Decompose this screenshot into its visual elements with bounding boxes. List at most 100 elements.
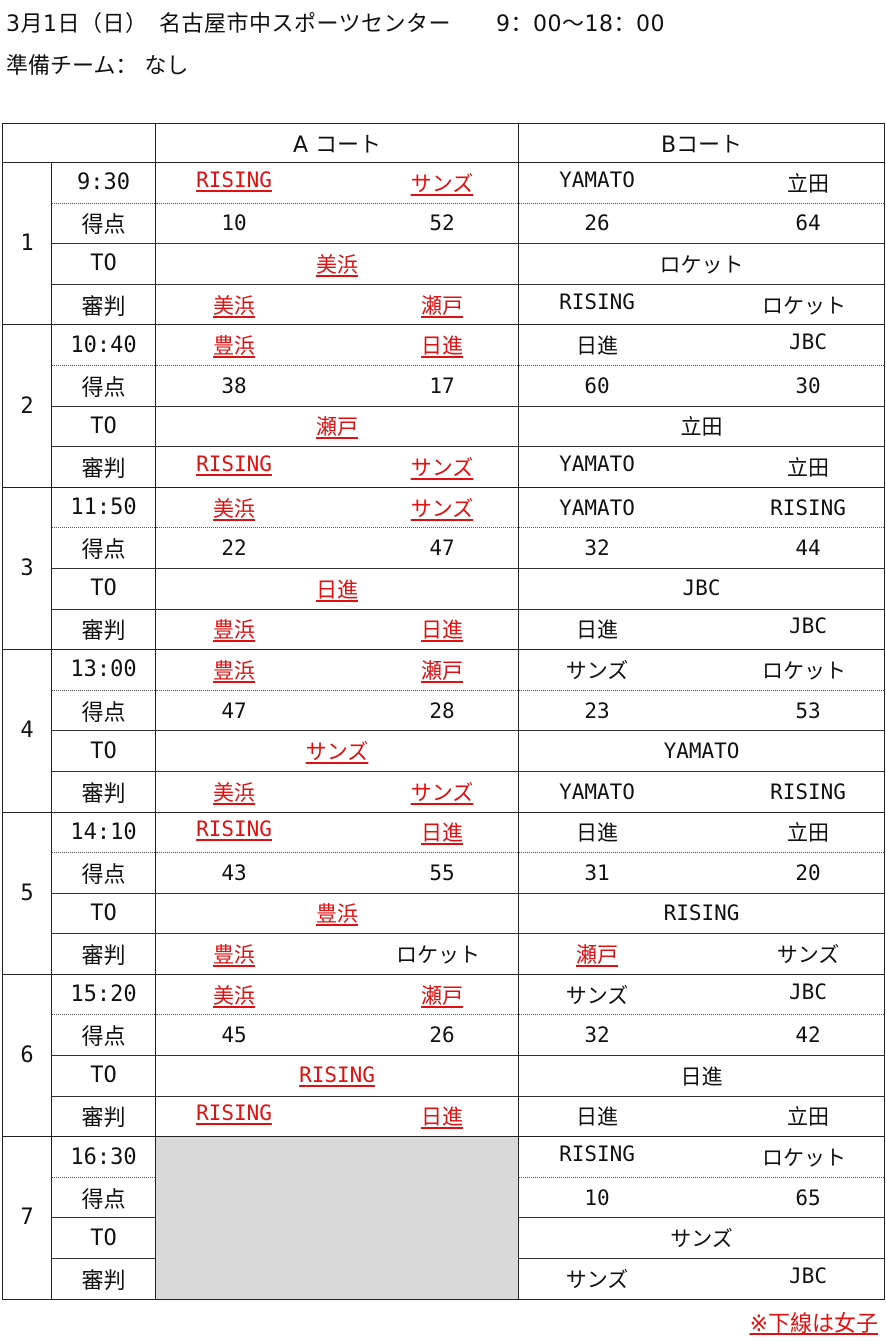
game-time: 11:50 (51, 486, 156, 529)
score-value: 23 (584, 698, 610, 723)
row-label: 審判 (51, 933, 156, 975)
game-number: 5 (2, 811, 52, 975)
court-b-scores: 31 20 (518, 852, 885, 894)
court-a-teams: RISING 日進 (155, 811, 519, 854)
score-value: 28 (429, 698, 455, 723)
team-name: 立田 (787, 455, 829, 480)
score-value: 10 (221, 211, 247, 236)
game-1-row-1: 得点 10 52 26 64 (3, 203, 885, 245)
game-2-row-1: 得点 38 17 60 30 (3, 365, 885, 407)
game-6-row-0: 6 15:20 美浜 瀬戸 サンズ JBC (2, 973, 885, 1138)
court-a-referees-pair: RISING 日進 (156, 1101, 518, 1131)
game-2-row-2: TO 瀬戸 立田 (3, 406, 885, 448)
court-a-teams-pair: RISING サンズ (156, 168, 518, 198)
court-a-scores: 10 52 (155, 203, 519, 245)
game-4-row-0: 4 13:00 豊浜 瀬戸 サンズ ロケット (2, 649, 885, 813)
court-b-scores-pair: 60 30 (519, 374, 884, 398)
court-b-teams: YAMATO RISING (518, 486, 885, 529)
court-b-referees-pair: RISING ロケット (519, 290, 884, 320)
team-name: 立田 (787, 171, 829, 196)
court-b-to: サンズ (518, 1217, 885, 1260)
court-a-scores-pair: 45 26 (156, 1023, 518, 1047)
row-label: 審判 (51, 1096, 156, 1138)
team-name: 豊浜 (213, 618, 255, 643)
score-value: 47 (429, 536, 455, 561)
court-b-scores-pair: 23 53 (519, 699, 884, 723)
team-name: YAMATO (559, 779, 635, 804)
court-b-referees-pair: 瀬戸 サンズ (519, 939, 884, 969)
game-6-row-3: 審判 RISING 日進 日進 立田 (3, 1096, 885, 1138)
team-name: YAMATO (559, 495, 635, 520)
team-name: RISING (770, 779, 846, 804)
game-time: 13:00 (51, 649, 156, 691)
court-b-scores-pair: 32 42 (519, 1023, 884, 1047)
game-7-row-0: 7 16:30 RISING ロケット (2, 1136, 885, 1300)
row-label: 審判 (51, 446, 156, 488)
court-b-referees-pair: YAMATO 立田 (519, 452, 884, 482)
team-name: 豊浜 (213, 658, 255, 683)
court-b-referees-pair: 日進 立田 (519, 1101, 884, 1131)
team-name: 瀬戸 (576, 943, 618, 968)
team-name: サンズ (305, 740, 369, 765)
team-name: 立田 (680, 415, 723, 440)
team-name: RISING (196, 167, 272, 192)
team-name: 日進 (421, 618, 463, 643)
score-value: 64 (795, 211, 821, 236)
court-b-scores: 26 64 (518, 203, 885, 245)
court-a-to: サンズ (155, 730, 519, 772)
court-a-scores: 45 26 (155, 1014, 519, 1057)
game-number: 6 (2, 973, 52, 1138)
game-number: 7 (2, 1136, 52, 1300)
court-a-referees-pair: 豊浜 ロケット (156, 939, 518, 969)
game-7-row-3: 審判 サンズ JBC (3, 1258, 885, 1300)
schedule-table: A コート Bコート 1 9:30 RISING サンズ YAMATO 立田 得点 10 52 2… (2, 123, 885, 1300)
court-b-teams-pair: YAMATO RISING (519, 496, 884, 520)
game-3-row-1: 得点 22 47 32 44 (3, 527, 885, 569)
team-name: RISING (196, 1101, 272, 1126)
court-b-referees: サンズ JBC (518, 1258, 885, 1300)
game-time: 9:30 (51, 162, 156, 204)
team-name: サンズ (410, 496, 474, 521)
court-a-to: 日進 (155, 568, 519, 610)
court-a-referees: RISING 日進 (155, 1096, 519, 1138)
team-name: サンズ (410, 171, 474, 196)
team-name: 豊浜 (316, 902, 358, 927)
team-name: 豊浜 (213, 943, 255, 968)
game-time: 15:20 (51, 973, 156, 1016)
team-name: 瀬戸 (421, 293, 463, 318)
court-a-scores-pair: 47 28 (156, 699, 518, 723)
court-b-referees: 瀬戸 サンズ (518, 933, 885, 975)
court-b-to: YAMATO (518, 730, 885, 772)
team-name: RISING (559, 289, 635, 314)
team-name: JBC (682, 576, 721, 601)
score-value: 32 (584, 536, 610, 561)
court-a-teams: 美浜 瀬戸 (155, 973, 519, 1016)
court-a-empty (155, 1136, 519, 1300)
game-4-row-2: TO サンズ YAMATO (3, 730, 885, 772)
court-a-teams-pair: RISING 日進 (156, 817, 518, 847)
court-b-teams-pair: サンズ JBC (519, 980, 884, 1010)
team-name: 瀬戸 (421, 983, 463, 1008)
court-a-referees-pair: 美浜 瀬戸 (156, 290, 518, 320)
team-name: 美浜 (213, 983, 255, 1008)
team-name: JBC (789, 614, 827, 639)
team-name: サンズ (670, 1227, 733, 1252)
court-b-teams: 日進 立田 (518, 811, 885, 854)
team-name: YAMATO (663, 738, 740, 763)
game-6-row-2: TO RISING 日進 (3, 1055, 885, 1097)
team-name: サンズ (410, 455, 474, 480)
score-value: 43 (221, 860, 247, 885)
court-b-referees: 日進 立田 (518, 1096, 885, 1138)
team-name: JBC (789, 979, 827, 1004)
court-a-referees: 豊浜 日進 (155, 609, 519, 651)
team-name: ロケット (762, 1146, 846, 1171)
game-5-row-0: 5 14:10 RISING 日進 日進 立田 (2, 811, 885, 975)
court-a-scores: 47 28 (155, 690, 519, 732)
court-a-referees: 美浜 サンズ (155, 771, 519, 813)
court-b-to: 立田 (518, 406, 885, 448)
team-name: JBC (789, 1263, 827, 1288)
court-a-teams: 豊浜 日進 (155, 324, 519, 366)
court-a-referees-pair: 美浜 サンズ (156, 777, 518, 807)
team-name: 日進 (576, 821, 618, 846)
score-value: 65 (795, 1185, 821, 1210)
